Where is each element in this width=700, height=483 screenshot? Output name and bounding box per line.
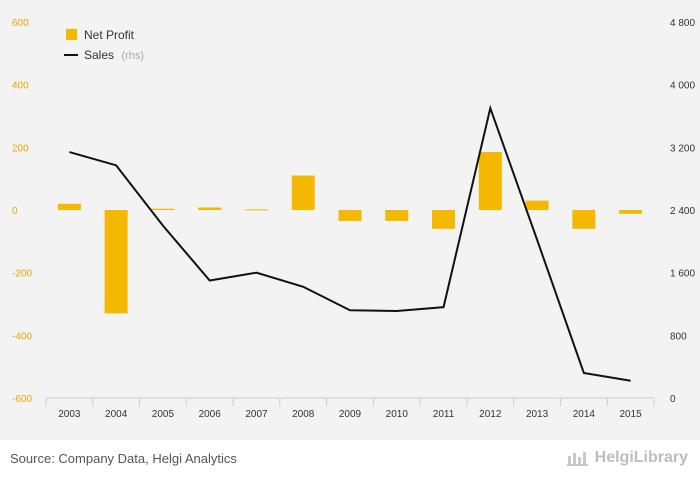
y-right-tick-label: 4 000 [670,81,695,92]
y-right-tick-label: 4 800 [670,18,695,29]
net-profit-bar [525,200,549,210]
legend-label-sales-suffix: (rhs) [121,50,144,62]
legend: Net Profit Sales (rhs) [64,28,144,62]
net-profit-bar [338,210,362,221]
legend-label-sales-group: Sales (rhs) [84,48,144,62]
x-tick-label: 2015 [619,409,642,420]
helgi-logo-icon [566,450,589,466]
net-profit-bar [104,210,128,314]
legend-swatch-net-profit [66,29,77,40]
x-tick-label: 2007 [245,409,268,420]
net-profit-bar [244,209,268,211]
net-profit-bar [432,210,456,229]
x-tick-label: 2014 [573,409,596,420]
y-left-axis: -600 -400 -200 0 200 400 600 [12,18,32,405]
net-profit-bar [151,208,175,210]
net-profit-bar [572,210,596,229]
x-tick-label: 2012 [479,409,502,420]
sales-line [69,104,631,382]
brand[interactable]: HelgiLibrary [566,449,688,467]
x-tick-label: 2011 [433,409,455,420]
x-tick-label: 2006 [199,409,222,420]
y-right-axis: 0 800 1 600 2 400 3 200 4 000 4 800 [670,18,695,405]
x-tick-label: 2010 [386,409,409,420]
legend-label-net-profit: Net Profit [84,28,135,42]
y-left-tick-label: -400 [12,331,32,342]
legend-label-sales: Sales [84,48,114,62]
x-tick-label: 2003 [58,409,81,420]
brand-name: HelgiLibrary [594,449,688,466]
y-left-tick-label: 600 [12,18,29,29]
y-right-tick-label: 3 200 [670,143,695,154]
x-tick-label: 2004 [105,409,128,420]
y-right-tick-label: 1 600 [670,269,695,280]
chart-svg: -600 -400 -200 0 200 400 600 0 800 1 600 2 400 3 2… [12,18,695,420]
net-profit-bar [478,152,502,210]
x-axis: 2003 2004 2005 2006 2007 2008 2009 2010 2011 2012… [45,397,655,420]
x-tick-label: 2008 [292,409,315,420]
y-left-tick-label: 0 [12,206,18,217]
source-note: Source: Company Data, Helgi Analytics [10,451,237,466]
y-right-tick-label: 800 [670,331,687,342]
net-profit-bar [57,203,81,210]
y-left-tick-label: -200 [12,269,32,280]
x-tick-label: 2013 [526,409,549,420]
y-right-tick-label: 0 [670,394,676,405]
x-tick-label: 2009 [339,409,362,420]
net-profit-bars [57,152,643,314]
y-left-tick-label: 200 [12,143,29,154]
net-profit-bar [198,207,222,210]
y-left-tick-label: -600 [12,394,32,405]
sales-line-group [69,104,631,382]
net-profit-bar [619,210,643,214]
y-left-tick-label: 400 [12,81,29,92]
net-profit-bar [291,175,315,210]
x-tick-label: 2005 [152,409,175,420]
net-profit-bar [385,210,409,221]
y-right-tick-label: 2 400 [670,206,695,217]
